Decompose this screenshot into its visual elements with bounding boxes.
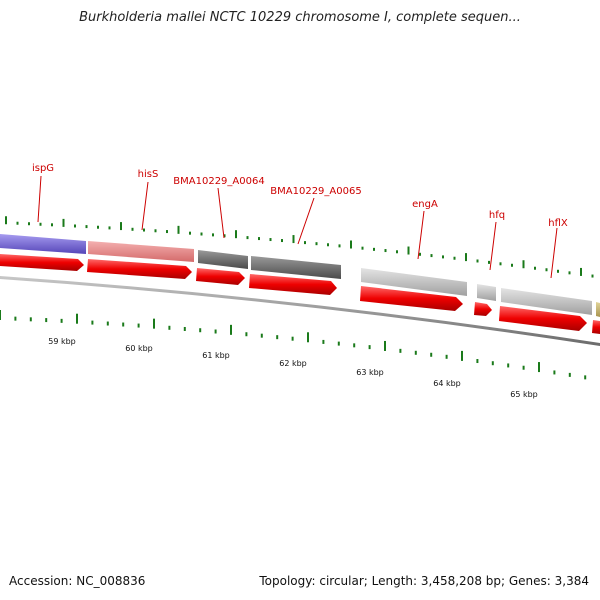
gene-label-ispG[interactable]: ispG (32, 163, 54, 174)
cds-arrow-engA[interactable] (360, 286, 463, 311)
cds-arrow-hfq[interactable] (474, 302, 492, 316)
gene-block-hflX[interactable] (501, 288, 592, 315)
scale-label-59kbp: 59 kbp (48, 337, 76, 346)
map-title: Burkholderia mallei NCTC 10229 chromosom… (79, 10, 521, 25)
scale-label-62kbp: 62 kbp (279, 359, 307, 368)
gene-label-hisS[interactable]: hisS (138, 169, 159, 180)
label-line-BMA10229-A0065 (297, 197, 315, 245)
accession-text: Accession: NC_008836 (9, 574, 146, 588)
gene-label-hfq[interactable]: hfq (489, 210, 505, 221)
gene-label-hflX[interactable]: hflX (548, 218, 568, 229)
scale-label-65kbp: 65 kbp (510, 390, 538, 399)
label-line-BMA10229-A0064 (217, 187, 225, 239)
gene-block-hisS[interactable] (88, 241, 194, 262)
label-line-hfq (489, 221, 497, 271)
topology-summary: Topology: circular; Length: 3,458,208 bp… (259, 574, 589, 588)
label-line-hisS (141, 181, 149, 231)
gene-block-hfq[interactable] (477, 284, 496, 301)
outer-tick-marks (5, 216, 594, 278)
backbone-ring (0, 276, 600, 346)
gene-label-lines (37, 175, 558, 279)
cds-arrow-BMA10229-A0064[interactable] (196, 268, 245, 285)
gene-block-next[interactable] (596, 302, 600, 317)
cds-arrow-ispG[interactable] (0, 254, 84, 271)
scale-tick-marks (0, 310, 587, 380)
gene-block-BMA10229-A0064[interactable] (198, 250, 248, 269)
scale-labels: 59 kbp 60 kbp 61 kbp 62 kbp 63 kbp 64 kb… (48, 337, 538, 399)
gene-block-BMA10229-A0065[interactable] (251, 256, 341, 279)
scale-label-64kbp: 64 kbp (433, 379, 461, 388)
label-line-ispG (37, 175, 42, 223)
cds-arrow-hisS[interactable] (87, 259, 192, 279)
label-line-engA (417, 210, 425, 260)
scale-label-61kbp: 61 kbp (202, 351, 230, 360)
cds-arrow-hflX[interactable] (499, 306, 587, 331)
label-line-hflX (550, 227, 558, 279)
gene-label-BMA10229-A0064[interactable]: BMA10229_A0064 (173, 176, 264, 187)
gene-block-ispG[interactable] (0, 234, 86, 254)
cds-arrow-next[interactable] (592, 320, 600, 334)
gene-label-engA[interactable]: engA (412, 199, 438, 210)
scale-label-63kbp: 63 kbp (356, 368, 384, 377)
gene-label-BMA10229-A0065[interactable]: BMA10229_A0065 (270, 186, 361, 197)
gene-labels: ispG hisS BMA10229_A0064 BMA10229_A0065 … (32, 163, 568, 229)
cds-arrow-BMA10229-A0065[interactable] (249, 274, 337, 295)
gene-block-engA[interactable] (361, 268, 467, 296)
scale-label-60kbp: 60 kbp (125, 344, 153, 353)
